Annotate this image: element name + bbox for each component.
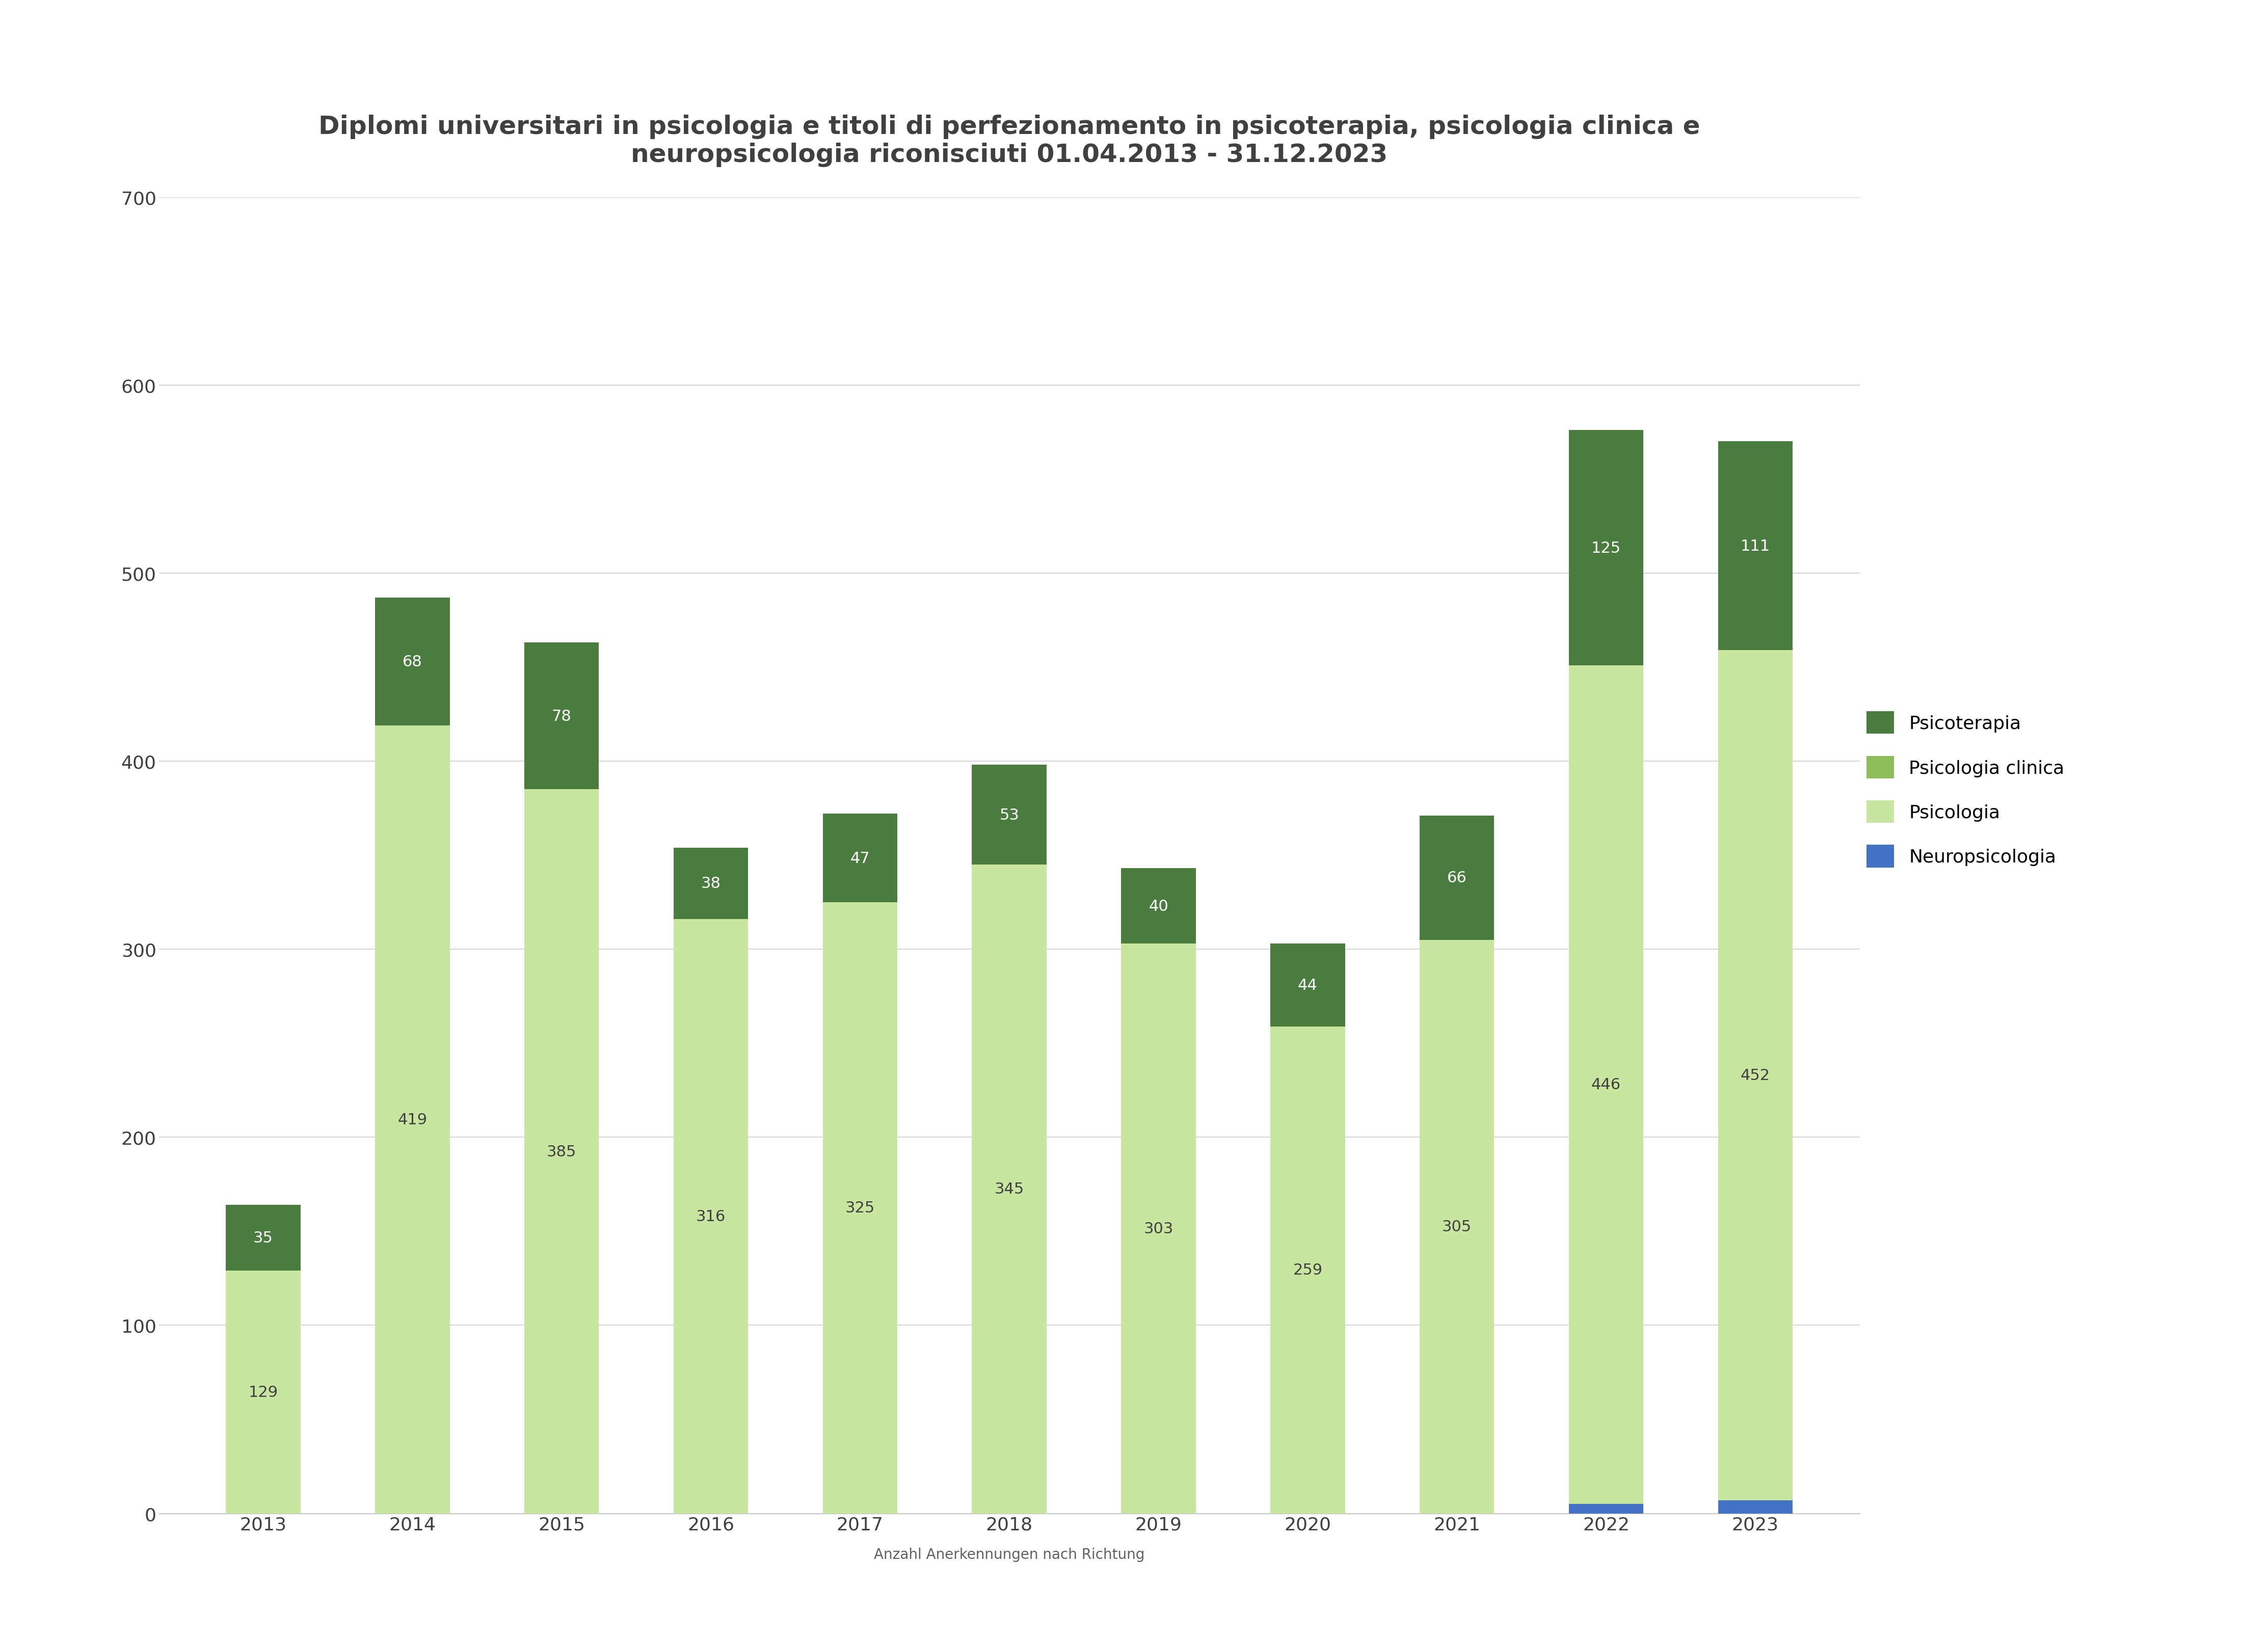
Text: 53: 53	[1000, 808, 1018, 822]
Bar	[374, 597, 449, 725]
Text: 35: 35	[254, 1230, 272, 1245]
Text: 47: 47	[850, 850, 871, 865]
Text: 68: 68	[401, 655, 422, 670]
Text: 111: 111	[1740, 540, 1769, 553]
Bar	[973, 865, 1046, 1513]
Bar	[823, 903, 898, 1513]
Text: 40: 40	[1148, 898, 1168, 913]
Bar	[674, 847, 748, 920]
Text: 125: 125	[1592, 541, 1622, 556]
Bar	[227, 1272, 299, 1513]
Text: 38: 38	[701, 877, 721, 892]
Text: 305: 305	[1442, 1219, 1472, 1234]
Text: 259: 259	[1293, 1263, 1322, 1277]
Bar	[227, 1206, 299, 1272]
Text: 129: 129	[249, 1385, 279, 1400]
Bar	[1120, 944, 1195, 1513]
Text: 66: 66	[1447, 870, 1467, 885]
Text: 316: 316	[696, 1209, 726, 1224]
Bar	[1270, 944, 1345, 1026]
Text: 345: 345	[993, 1181, 1025, 1196]
Bar	[1569, 1504, 1644, 1513]
X-axis label: Anzahl Anerkennungen nach Richtung: Anzahl Anerkennungen nach Richtung	[873, 1548, 1145, 1561]
Bar	[1120, 869, 1195, 944]
Text: 446: 446	[1592, 1077, 1622, 1092]
Bar	[1569, 666, 1644, 1504]
Bar	[973, 765, 1046, 865]
Title: Diplomi universitari in psicologia e titoli di perfezionamento in psicoterapia, : Diplomi universitari in psicologia e tit…	[318, 115, 1701, 168]
Bar	[1719, 1500, 1792, 1513]
Legend: Psicoterapia, Psicologia clinica, Psicologia, Neuropsicologia: Psicoterapia, Psicologia clinica, Psicol…	[1860, 704, 2071, 875]
Bar	[1270, 1026, 1345, 1513]
Text: 303: 303	[1143, 1221, 1173, 1235]
Bar	[823, 814, 898, 903]
Text: 452: 452	[1740, 1068, 1769, 1082]
Text: 78: 78	[551, 709, 572, 724]
Bar	[1420, 816, 1495, 939]
Bar	[374, 725, 449, 1513]
Bar	[1569, 431, 1644, 666]
Bar	[524, 643, 599, 790]
Bar	[524, 790, 599, 1513]
Bar	[1420, 939, 1495, 1513]
Text: 325: 325	[846, 1201, 875, 1216]
Text: 385: 385	[547, 1145, 576, 1158]
Bar	[674, 920, 748, 1513]
Text: 44: 44	[1297, 977, 1318, 992]
Bar	[1719, 443, 1792, 650]
Text: 419: 419	[397, 1112, 426, 1127]
Bar	[1719, 650, 1792, 1500]
